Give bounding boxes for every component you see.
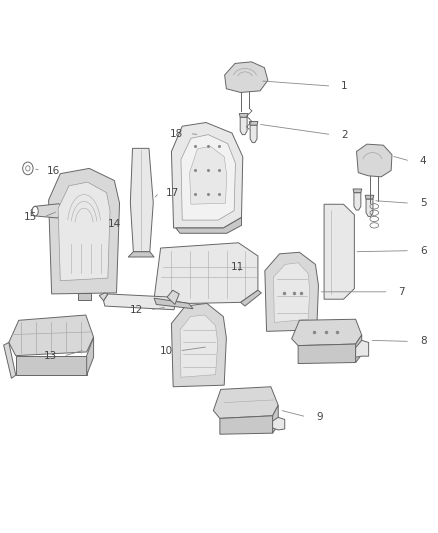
Polygon shape [366, 199, 373, 216]
Polygon shape [213, 387, 278, 418]
Polygon shape [131, 148, 153, 252]
Polygon shape [265, 252, 318, 332]
Text: 2: 2 [341, 130, 348, 140]
Polygon shape [249, 122, 258, 125]
Text: 17: 17 [166, 188, 179, 198]
Polygon shape [357, 144, 392, 177]
Polygon shape [99, 293, 108, 301]
Polygon shape [58, 182, 110, 281]
Polygon shape [154, 243, 258, 303]
Polygon shape [292, 319, 362, 345]
Polygon shape [272, 417, 285, 430]
Circle shape [23, 162, 33, 175]
Polygon shape [354, 192, 361, 210]
Polygon shape [225, 62, 268, 92]
Polygon shape [87, 337, 94, 375]
Polygon shape [356, 335, 362, 362]
Text: 9: 9 [316, 412, 323, 422]
Polygon shape [272, 405, 278, 433]
Text: 12: 12 [130, 305, 144, 315]
Polygon shape [353, 189, 362, 192]
Polygon shape [324, 204, 354, 299]
Ellipse shape [32, 206, 38, 216]
Polygon shape [9, 315, 94, 356]
Polygon shape [103, 294, 175, 310]
Text: 1: 1 [341, 81, 348, 91]
Text: 14: 14 [108, 219, 121, 229]
Text: 13: 13 [44, 351, 57, 361]
Polygon shape [239, 114, 248, 117]
Polygon shape [190, 146, 227, 204]
Polygon shape [250, 125, 257, 142]
Polygon shape [240, 117, 247, 135]
Text: 5: 5 [420, 198, 427, 208]
Text: 18: 18 [170, 128, 183, 139]
Text: 16: 16 [47, 166, 60, 175]
Polygon shape [176, 217, 241, 233]
Polygon shape [356, 341, 369, 357]
Polygon shape [167, 290, 179, 304]
Polygon shape [78, 293, 91, 300]
Circle shape [26, 166, 30, 171]
Text: 7: 7 [398, 287, 405, 297]
Polygon shape [240, 290, 261, 306]
Polygon shape [365, 195, 374, 199]
Text: 6: 6 [420, 246, 427, 256]
Text: 8: 8 [420, 336, 427, 346]
Text: 11: 11 [230, 262, 244, 271]
Polygon shape [154, 298, 193, 309]
Text: 10: 10 [160, 346, 173, 356]
Text: 4: 4 [420, 156, 427, 166]
Polygon shape [128, 252, 154, 257]
Polygon shape [180, 315, 218, 377]
Polygon shape [181, 135, 236, 220]
Polygon shape [31, 204, 62, 218]
Polygon shape [171, 123, 243, 228]
Polygon shape [16, 356, 87, 375]
Polygon shape [171, 303, 226, 387]
Polygon shape [220, 416, 272, 434]
Polygon shape [273, 263, 310, 322]
Polygon shape [49, 168, 120, 294]
Polygon shape [298, 344, 356, 364]
Text: 15: 15 [24, 212, 38, 222]
Polygon shape [4, 342, 16, 378]
